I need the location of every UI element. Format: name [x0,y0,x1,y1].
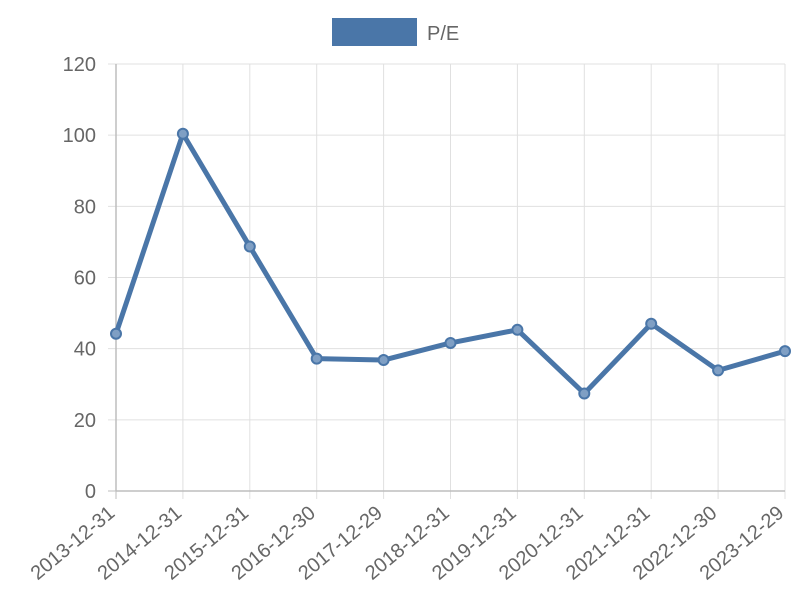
y-tick-label: 100 [63,125,96,147]
axes [115,64,785,492]
data-point[interactable] [712,364,725,377]
data-point[interactable] [578,387,591,400]
y-tick-label: 0 [85,481,96,503]
legend-swatch-pe [332,18,417,46]
y-axis-tick-labels: 0 20 40 60 80 100 120 [63,54,96,503]
data-point[interactable] [310,352,323,365]
y-tick-label: 80 [74,196,96,218]
legend-label-pe: P/E [427,23,459,45]
data-point[interactable] [645,317,658,330]
x-axis-tick-labels: 2013-12-312014-12-312015-12-312016-12-30… [27,502,789,585]
data-point[interactable] [377,354,390,367]
data-point[interactable] [511,323,524,336]
y-tick-label: 120 [63,54,96,76]
y-tick-label: 20 [74,410,96,432]
y-tick-label: 60 [74,268,96,290]
data-point[interactable] [110,327,122,340]
gridlines [108,63,786,499]
data-point[interactable] [243,240,256,253]
series-pe [110,127,791,400]
data-point[interactable] [444,336,457,349]
y-tick-label: 40 [74,339,96,361]
data-point[interactable] [779,345,791,358]
data-point[interactable] [176,127,189,140]
legend[interactable]: P/E [332,18,459,46]
